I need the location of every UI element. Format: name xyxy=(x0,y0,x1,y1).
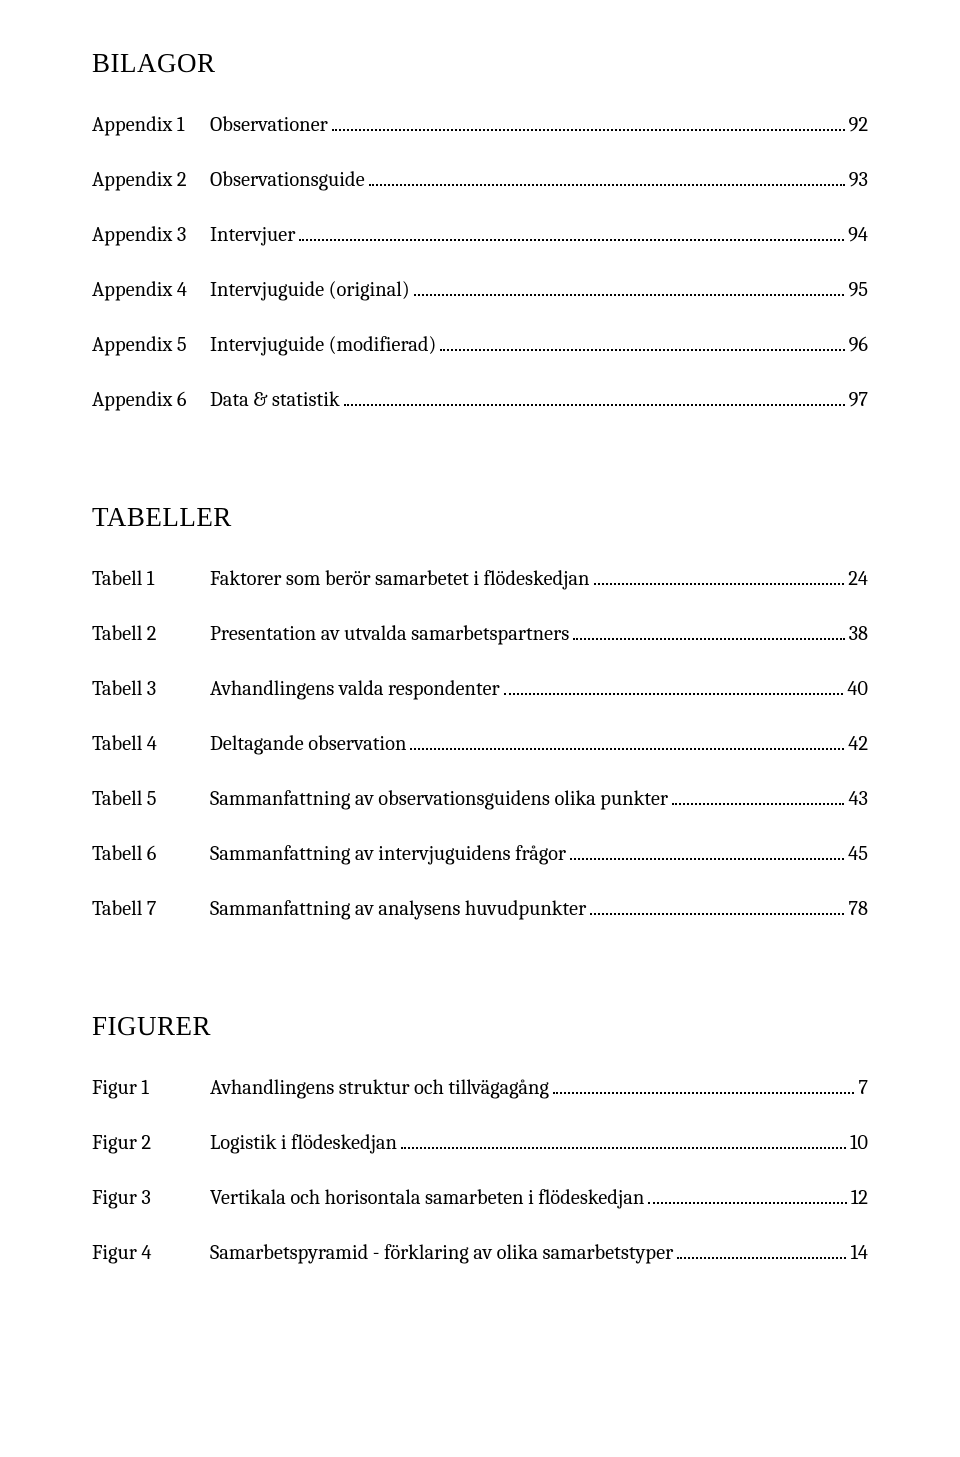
toc-row: Tabell 7 Sammanfattning av analysens huv… xyxy=(92,897,868,923)
toc-row: Appendix 2 Observationsguide 93 xyxy=(92,168,868,194)
toc-label: Tabell 7 xyxy=(92,898,210,923)
toc-title: Vertikala och horisontala samarbeten i f… xyxy=(210,1187,644,1212)
toc-title: Deltagande observation xyxy=(210,733,406,758)
toc-page: 93 xyxy=(849,169,868,194)
toc-page: 10 xyxy=(850,1132,868,1157)
toc-title: Avhandlingens valda respondenter xyxy=(210,678,500,703)
toc-dots xyxy=(299,223,844,241)
toc-page: 14 xyxy=(850,1242,868,1267)
toc-label: Appendix 3 xyxy=(92,224,210,249)
toc-label: Figur 3 xyxy=(92,1187,210,1212)
toc-block-tabeller: Tabell 1 Faktorer som berör samarbetet i… xyxy=(92,567,868,923)
toc-dots xyxy=(440,333,844,351)
toc-row: Figur 4 Samarbetspyramid - förklaring av… xyxy=(92,1241,868,1267)
toc-row: Tabell 3 Avhandlingens valda respondente… xyxy=(92,677,868,703)
toc-row: Tabell 4 Deltagande observation 42 xyxy=(92,732,868,758)
toc-dots xyxy=(553,1076,854,1094)
toc-title: Intervjuguide (modifierad) xyxy=(210,334,436,359)
toc-dots xyxy=(570,842,844,860)
toc-dots xyxy=(504,677,844,695)
toc-label: Figur 2 xyxy=(92,1132,210,1157)
section-heading-tabeller: TABELLER xyxy=(92,502,868,533)
toc-dots xyxy=(332,113,845,131)
toc-label: Appendix 1 xyxy=(92,114,210,139)
toc-dots xyxy=(677,1241,846,1259)
toc-row: Figur 3 Vertikala och horisontala samarb… xyxy=(92,1186,868,1212)
toc-row: Tabell 6 Sammanfattning av intervjuguide… xyxy=(92,842,868,868)
toc-title: Presentation av utvalda samarbetspartner… xyxy=(210,623,569,648)
toc-label: Appendix 2 xyxy=(92,169,210,194)
toc-row: Tabell 5 Sammanfattning av observationsg… xyxy=(92,787,868,813)
toc-row: Appendix 3 Intervjuer 94 xyxy=(92,223,868,249)
toc-label: Tabell 4 xyxy=(92,733,210,758)
toc-page: 97 xyxy=(849,389,868,414)
toc-page: 40 xyxy=(847,678,868,703)
toc-title: Samarbetspyramid - förklaring av olika s… xyxy=(210,1242,673,1267)
toc-title: Observationer xyxy=(210,114,328,139)
toc-page: 92 xyxy=(849,114,868,139)
toc-label: Tabell 3 xyxy=(92,678,210,703)
toc-row: Figur 2 Logistik i flödeskedjan 10 xyxy=(92,1131,868,1157)
toc-label: Appendix 5 xyxy=(92,334,210,359)
toc-title: Faktorer som berör samarbetet i flödeske… xyxy=(210,568,590,593)
toc-label: Appendix 6 xyxy=(92,389,210,414)
toc-dots xyxy=(414,278,845,296)
toc-page: 38 xyxy=(849,623,868,648)
toc-dots xyxy=(648,1186,847,1204)
toc-page: 94 xyxy=(848,224,868,249)
toc-title: Data & statistik xyxy=(210,389,340,414)
toc-page: 24 xyxy=(848,568,868,593)
toc-block-bilagor: Appendix 1 Observationer 92 Appendix 2 O… xyxy=(92,113,868,414)
toc-title: Sammanfattning av analysens huvudpunkter xyxy=(210,898,586,923)
toc-dots xyxy=(369,168,845,186)
toc-title: Sammanfattning av observationsguidens ol… xyxy=(210,788,668,813)
toc-dots xyxy=(594,567,845,585)
toc-title: Avhandlingens struktur och tillvägagång xyxy=(210,1077,549,1102)
toc-label: Figur 4 xyxy=(92,1242,210,1267)
toc-title: Observationsguide xyxy=(210,169,365,194)
toc-page: 45 xyxy=(848,843,868,868)
toc-title: Logistik i flödeskedjan xyxy=(210,1132,397,1157)
toc-label: Tabell 6 xyxy=(92,843,210,868)
toc-row: Appendix 6 Data & statistik 97 xyxy=(92,388,868,414)
toc-label: Tabell 1 xyxy=(92,568,210,593)
toc-row: Appendix 1 Observationer 92 xyxy=(92,113,868,139)
toc-dots xyxy=(410,732,844,750)
toc-page: 43 xyxy=(848,788,868,813)
toc-block-figurer: Figur 1 Avhandlingens struktur och tillv… xyxy=(92,1076,868,1267)
toc-row: Appendix 5 Intervjuguide (modifierad) 96 xyxy=(92,333,868,359)
toc-page: 7 xyxy=(858,1077,868,1102)
toc-dots xyxy=(344,388,845,406)
toc-title: Sammanfattning av intervjuguidens frågor xyxy=(210,843,566,868)
toc-row: Figur 1 Avhandlingens struktur och tillv… xyxy=(92,1076,868,1102)
toc-dots xyxy=(401,1131,846,1149)
toc-dots xyxy=(573,622,844,640)
section-heading-bilagor: BILAGOR xyxy=(92,48,868,79)
toc-page: 42 xyxy=(848,733,868,758)
toc-row: Appendix 4 Intervjuguide (original) 95 xyxy=(92,278,868,304)
toc-title: Intervjuer xyxy=(210,224,295,249)
toc-label: Tabell 2 xyxy=(92,623,210,648)
toc-label: Tabell 5 xyxy=(92,788,210,813)
toc-dots xyxy=(672,787,844,805)
toc-page: 96 xyxy=(849,334,868,359)
toc-label: Appendix 4 xyxy=(92,279,210,304)
toc-dots xyxy=(590,897,844,915)
section-heading-figurer: FIGURER xyxy=(92,1011,868,1042)
toc-page: 78 xyxy=(848,898,868,923)
toc-row: Tabell 1 Faktorer som berör samarbetet i… xyxy=(92,567,868,593)
toc-page: 95 xyxy=(848,279,868,304)
toc-title: Intervjuguide (original) xyxy=(210,279,410,304)
toc-row: Tabell 2 Presentation av utvalda samarbe… xyxy=(92,622,868,648)
toc-label: Figur 1 xyxy=(92,1077,210,1102)
toc-page: 12 xyxy=(851,1187,868,1212)
